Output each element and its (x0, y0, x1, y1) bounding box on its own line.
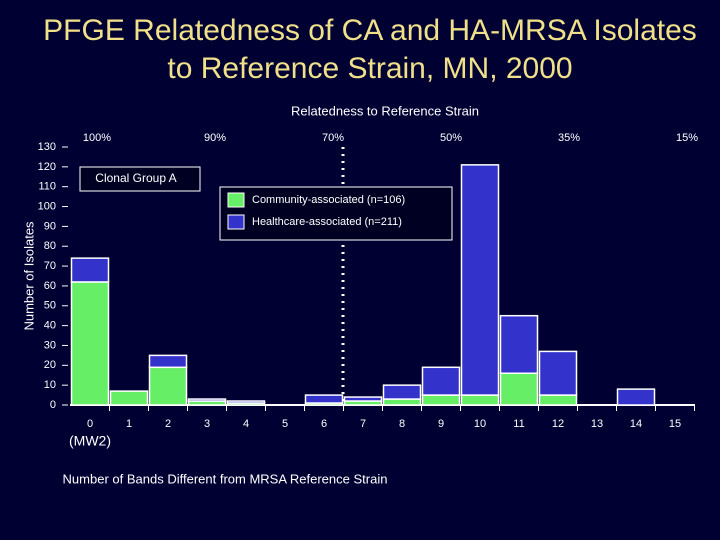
y-tick-label: 70 (44, 260, 56, 272)
y-tick-label: 90 (44, 220, 56, 232)
bar (616, 388, 656, 406)
x-tick-label: 8 (399, 418, 405, 430)
x-tick-label: 7 (360, 418, 366, 430)
y-tick-label: 20 (44, 359, 56, 371)
bar (70, 281, 110, 406)
bar (382, 384, 422, 400)
bar (460, 394, 500, 406)
y-tick-label: 30 (44, 339, 56, 351)
bar (538, 394, 578, 406)
x-tick-label: 1 (126, 418, 132, 430)
x-tick-label: 11 (513, 418, 524, 430)
top-axis-label: 35% (558, 132, 580, 144)
bar (382, 398, 422, 406)
bar (421, 366, 461, 396)
chart-title: PFGE Relatedness of CA and HA-MRSA Isola… (43, 14, 697, 85)
legend (219, 186, 453, 241)
bar (187, 398, 227, 402)
y-tick-label: 130 (38, 141, 56, 153)
bar (70, 257, 110, 283)
top-axis-label: 90% (204, 132, 226, 144)
y-tick-label: 120 (38, 161, 56, 173)
x-tick-label: 13 (591, 418, 603, 430)
x-tick-label: 4 (243, 418, 249, 430)
x-tick-label: 9 (438, 418, 444, 430)
bar (304, 394, 344, 404)
top-axis-label: 15% (676, 132, 698, 144)
x-tick-label: 12 (552, 418, 564, 430)
annotation-box (79, 166, 201, 192)
top-axis-title: Relatedness to Reference Strain (291, 103, 479, 118)
y-tick-label: 10 (44, 379, 56, 391)
x-tick-label: 0 (87, 418, 93, 430)
legend-swatch (227, 192, 245, 208)
x-tick-label: 2 (165, 418, 171, 430)
y-tick-label: 40 (44, 320, 56, 332)
legend-label: Healthcare-associated (n=211) (252, 216, 402, 228)
x-tick-label: 15 (669, 418, 681, 430)
y-tick-label: 100 (38, 200, 56, 212)
annotation: (MW2) (69, 433, 111, 449)
bar (148, 366, 188, 406)
bar (499, 314, 539, 374)
bar (226, 400, 266, 404)
x-axis-title: Number of Bands Different from MRSA Refe… (63, 471, 388, 486)
bar (499, 372, 539, 406)
x-tick-label: 10 (474, 418, 486, 430)
y-tick-label: 110 (38, 181, 56, 193)
bar (343, 396, 383, 402)
y-tick-label: 80 (44, 240, 56, 252)
bar (460, 164, 500, 396)
legend-label: Community-associated (n=106) (252, 194, 405, 206)
legend-swatch (227, 214, 245, 230)
y-tick-label: 50 (44, 300, 56, 312)
bar (538, 350, 578, 396)
y-tick-label: 0 (50, 399, 56, 411)
top-axis-label: 70% (322, 132, 344, 144)
x-tick-label: 14 (630, 418, 642, 430)
x-tick-label: 5 (282, 418, 288, 430)
bar (421, 394, 461, 406)
bar (109, 390, 149, 406)
x-tick-label: 6 (321, 418, 327, 430)
y-tick-label: 60 (44, 280, 56, 292)
top-axis-label: 50% (440, 132, 462, 144)
y-axis-title: Number of Isolates (21, 221, 36, 331)
annotation: Clonal Group A (95, 171, 176, 185)
x-tick-label: 3 (204, 418, 210, 430)
bar (148, 354, 188, 369)
top-axis-label: 100% (83, 132, 111, 144)
